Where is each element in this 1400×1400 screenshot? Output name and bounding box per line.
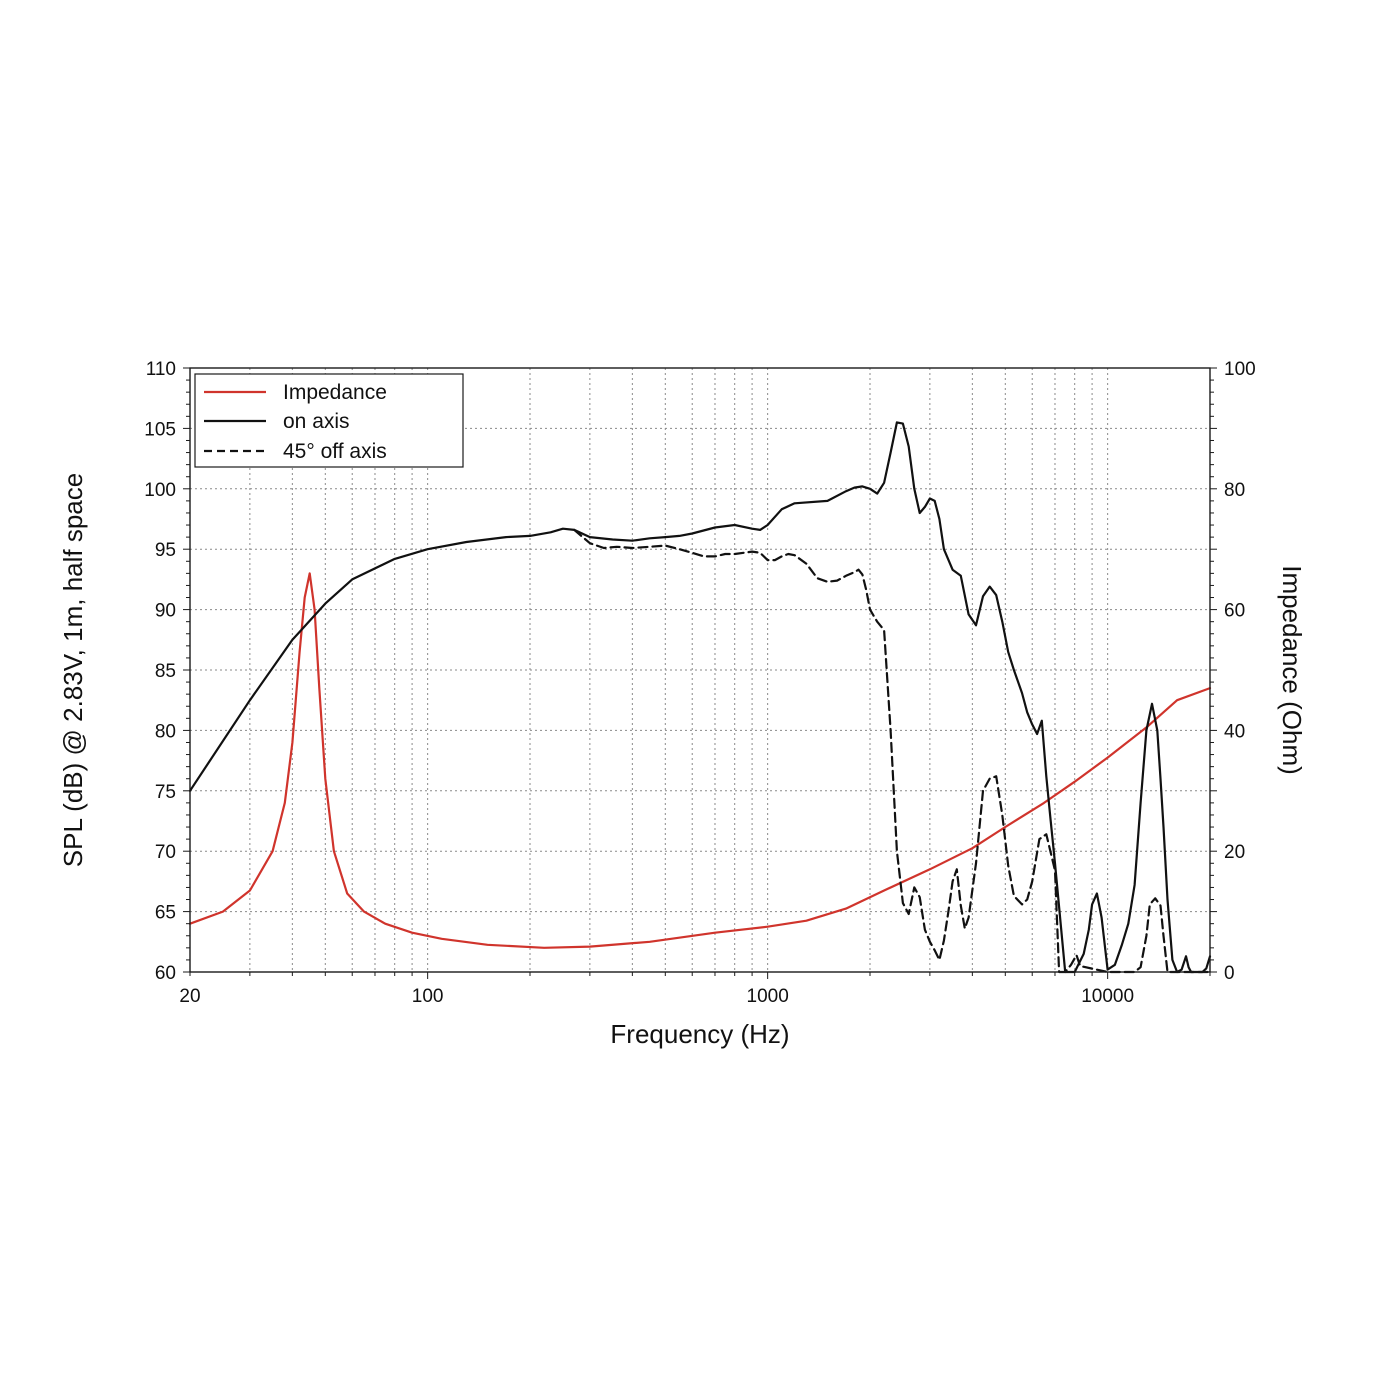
y-left-tick-label: 100 xyxy=(144,480,176,501)
x-tick-label: 100 xyxy=(412,986,444,1007)
x-axis-title: Frequency (Hz) xyxy=(610,1019,789,1049)
x-tick-label: 1000 xyxy=(747,986,789,1007)
y-left-tick-label: 75 xyxy=(155,782,176,803)
x-tick-label: 20 xyxy=(179,986,200,1007)
y-left-tick-label: 90 xyxy=(155,601,176,622)
y-right-tick-label: 60 xyxy=(1224,601,1245,622)
y-right-tick-label: 20 xyxy=(1224,842,1245,863)
y-left-tick-label: 60 xyxy=(155,963,176,984)
ticks-layer xyxy=(183,367,1217,979)
legend: Impedance on axis 45° off axis xyxy=(194,373,464,468)
y-left-tick-label: 110 xyxy=(146,359,176,380)
legend-label-off-axis: 45° off axis xyxy=(283,440,387,463)
legend-label-impedance: Impedance xyxy=(283,381,387,404)
legend-label-on-axis: on axis xyxy=(283,410,350,433)
y-left-tick-label: 105 xyxy=(144,419,176,440)
y-left-tick-label: 85 xyxy=(155,661,176,682)
y-left-tick-label: 80 xyxy=(155,721,176,742)
curves-layer xyxy=(188,421,1212,974)
y-right-tick-label: 80 xyxy=(1224,480,1245,501)
impedance-curve xyxy=(188,572,1212,949)
y-left-tick-label: 95 xyxy=(155,540,176,561)
y-axis-right-title: Impedance (Ohm) xyxy=(1277,565,1307,775)
y-left-tick-label: 65 xyxy=(155,903,176,924)
on-axis-curve xyxy=(188,421,1212,974)
y-left-tick-label: 70 xyxy=(155,842,176,863)
y-axis-left-title: SPL (dB) @ 2.83V, 1m, half space xyxy=(58,473,88,867)
grid-layer xyxy=(190,368,1210,972)
off-axis-curve xyxy=(573,528,1212,974)
tick-labels-layer: 20 100 1000 10000 60 65 70 75 80 85 90 95 100 105 110 0… xyxy=(144,359,1255,1007)
y-right-tick-label: 100 xyxy=(1224,359,1256,380)
y-right-tick-label: 0 xyxy=(1224,963,1235,984)
y-right-tick-label: 40 xyxy=(1224,721,1245,742)
x-tick-label: 10000 xyxy=(1081,986,1134,1007)
